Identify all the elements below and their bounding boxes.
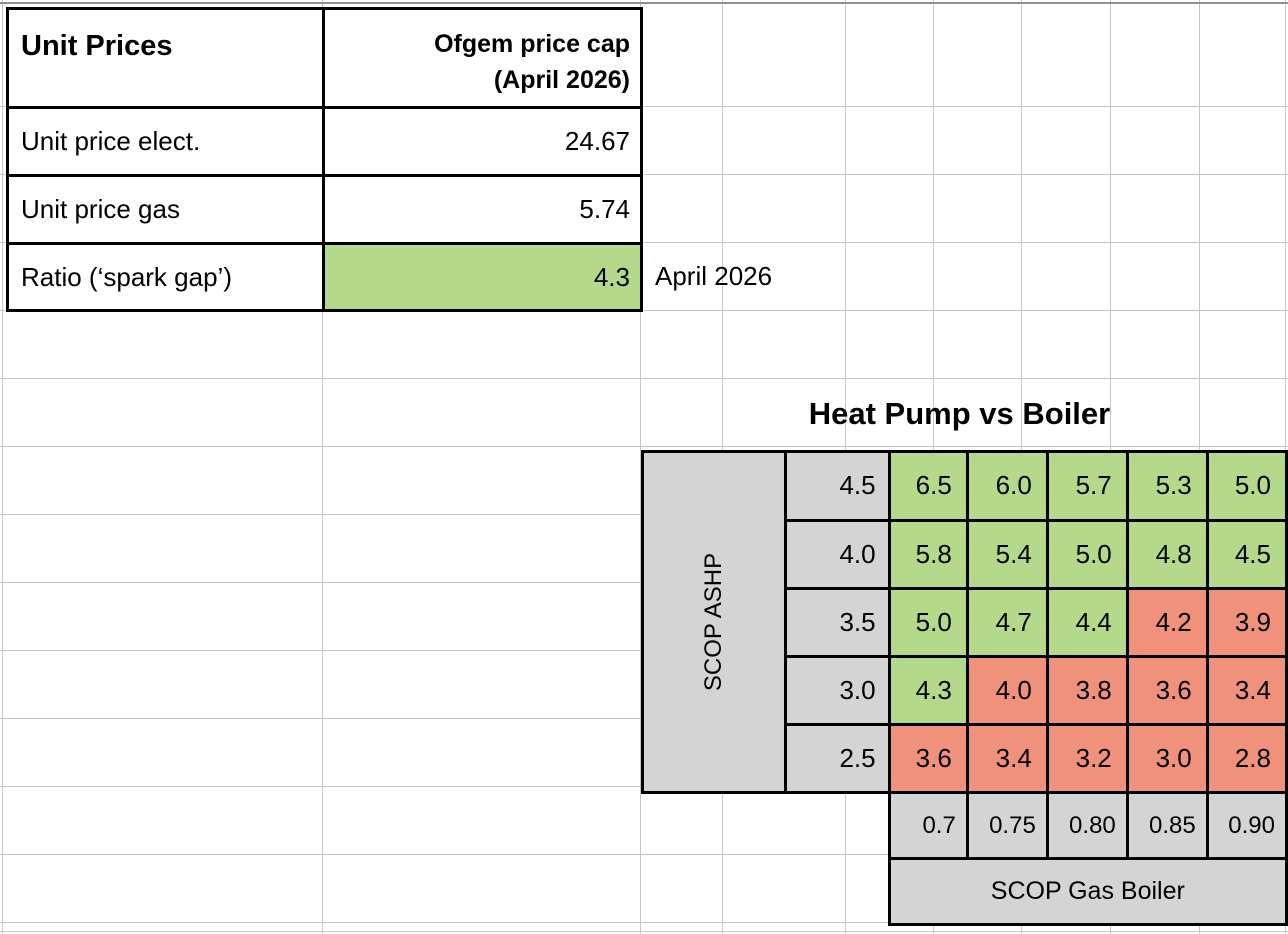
spark-gap-ratio-value-cell[interactable]: 4.3 (322, 242, 643, 312)
matrix-row-label-cell[interactable]: 3.0 (784, 654, 891, 727)
matrix-value-cell[interactable]: 4.7 (965, 587, 1049, 658)
boiler-scop-axis-value-cell[interactable]: 0.7 (887, 791, 969, 860)
matrix-value-cell[interactable]: 5.0 (1045, 518, 1129, 591)
empty-cell[interactable] (643, 793, 786, 859)
matrix-value-cell[interactable]: 3.4 (965, 723, 1049, 794)
scop-ashp-axis-label: SCOP ASHP (700, 552, 728, 692)
matrix-value-cell[interactable]: 6.0 (965, 450, 1049, 522)
matrix-value-cell[interactable]: 4.5 (1205, 518, 1288, 591)
unit-price-elect-value-cell[interactable]: 24.67 (322, 106, 643, 177)
matrix-value-cell[interactable]: 4.0 (965, 654, 1049, 727)
matrix-value-cell[interactable]: 5.3 (1125, 450, 1209, 522)
matrix-row-label-cell[interactable]: 3.5 (784, 587, 891, 658)
unit-price-elect-label-cell[interactable]: Unit price elect. (6, 106, 325, 177)
matrix-value-cell[interactable]: 2.8 (1205, 723, 1288, 794)
matrix-value-cell[interactable]: 3.8 (1045, 654, 1129, 727)
matrix-value-cell[interactable]: 5.0 (887, 587, 969, 658)
matrix-value-cell[interactable]: 5.0 (1205, 450, 1288, 522)
matrix-value-cell[interactable]: 3.6 (887, 723, 969, 794)
boiler-scop-axis-value-cell[interactable]: 0.75 (965, 791, 1049, 860)
empty-cell[interactable] (786, 859, 889, 925)
unit-prices-table: Unit Prices Ofgem price cap (April 2026)… (6, 7, 643, 312)
scop-gas-boiler-axis-cell[interactable]: SCOP Gas Boiler (887, 857, 1288, 926)
empty-cell[interactable] (643, 859, 786, 925)
boiler-scop-axis-value-cell[interactable]: 0.80 (1045, 791, 1129, 860)
matrix-row-label-cell[interactable]: 4.0 (784, 518, 891, 591)
matrix-value-cell[interactable]: 3.4 (1205, 654, 1288, 727)
matrix-value-cell[interactable]: 5.7 (1045, 450, 1129, 522)
matrix-value-cell[interactable]: 5.8 (887, 518, 969, 591)
unit-price-gas-label-cell[interactable]: Unit price gas (6, 174, 325, 245)
matrix-value-cell[interactable]: 4.3 (887, 654, 969, 727)
matrix-value-cell[interactable]: 3.0 (1125, 723, 1209, 794)
boiler-scop-axis-value-cell[interactable]: 0.90 (1205, 791, 1288, 860)
matrix-row-label-cell[interactable]: 2.5 (784, 723, 891, 794)
matrix-row-label-cell[interactable]: 4.5 (784, 450, 891, 522)
matrix-value-cell[interactable]: 3.9 (1205, 587, 1288, 658)
matrix-value-cell[interactable]: 5.4 (965, 518, 1049, 591)
heat-pump-matrix-table: SCOP ASHP 4.5 6.5 6.0 5.7 5.3 5.0 4.0 5.… (640, 450, 1288, 926)
matrix-value-cell[interactable]: 3.6 (1125, 654, 1209, 727)
empty-cell[interactable] (786, 793, 889, 859)
matrix-value-cell[interactable]: 6.5 (887, 450, 969, 522)
ofgem-price-cap-header-cell[interactable]: Ofgem price cap (April 2026) (322, 7, 643, 109)
matrix-value-cell[interactable]: 4.2 (1125, 587, 1209, 658)
spark-gap-ratio-label-cell[interactable]: Ratio (‘spark gap’) (6, 242, 325, 312)
april-2026-note-cell[interactable]: April 2026 (655, 261, 773, 291)
matrix-value-cell[interactable]: 4.8 (1125, 518, 1209, 591)
vertical-text-wrapper: SCOP ASHP (646, 455, 783, 790)
scop-ashp-axis-cell[interactable]: SCOP ASHP (640, 450, 788, 794)
unit-price-gas-value-cell[interactable]: 5.74 (322, 174, 643, 245)
boiler-scop-axis-value-cell[interactable]: 0.85 (1125, 791, 1209, 860)
matrix-title[interactable]: Heat Pump vs Boiler (808, 396, 1111, 431)
matrix-value-cell[interactable]: 3.2 (1045, 723, 1129, 794)
matrix-value-cell[interactable]: 4.4 (1045, 587, 1129, 658)
unit-prices-title-cell[interactable]: Unit Prices (6, 7, 325, 109)
